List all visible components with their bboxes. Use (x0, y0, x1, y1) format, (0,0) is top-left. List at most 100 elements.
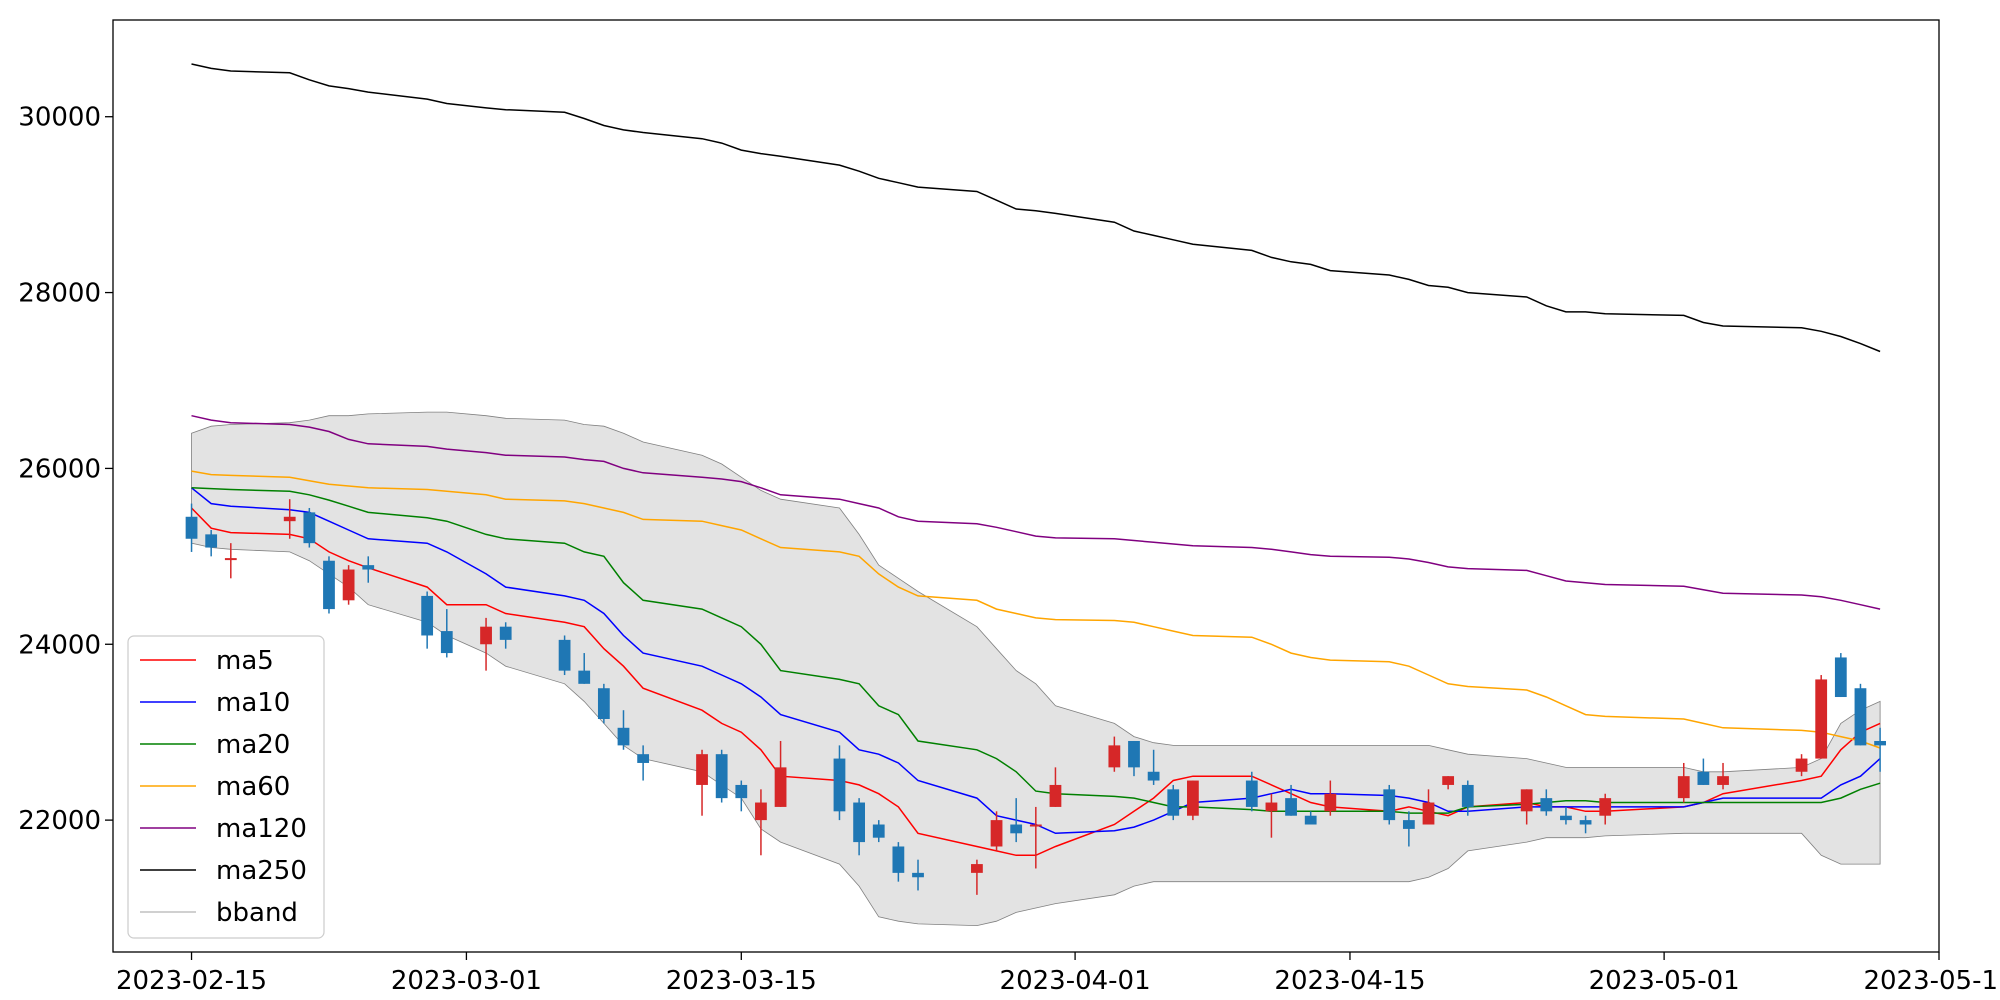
candle-body (1324, 793, 1337, 812)
candle (1579, 815, 1592, 834)
legend-label: ma5 (216, 646, 274, 676)
candle (1540, 789, 1553, 816)
candle-body (1854, 688, 1867, 746)
legend-label: ma60 (216, 772, 290, 802)
candle-body (1834, 657, 1847, 698)
legend-label: ma10 (216, 688, 290, 718)
candle-body (1442, 776, 1455, 785)
legend-item-ma60: ma60 (140, 772, 290, 802)
candle (617, 710, 630, 750)
candle (597, 683, 610, 724)
candle (1697, 758, 1710, 785)
candle (283, 499, 296, 539)
plot-area (185, 63, 1886, 927)
candle (1187, 780, 1199, 821)
x-tick-label: 2023-04-01 (1000, 966, 1151, 996)
candle (1010, 798, 1023, 843)
candle (833, 745, 846, 821)
candle (1795, 754, 1808, 777)
ma20-line (191, 487, 1881, 814)
candle (715, 749, 728, 803)
candle-body (1010, 824, 1023, 834)
legend-item-ma20: ma20 (140, 730, 290, 760)
candle-body (303, 512, 316, 544)
candle-body (715, 754, 728, 799)
candle (1599, 793, 1612, 825)
candle (303, 507, 316, 548)
legend-label: ma120 (216, 814, 307, 844)
candle (853, 798, 865, 856)
x-tick-label: 2023-05-15 (1863, 966, 2000, 996)
candle-body (224, 558, 237, 561)
candle-body (578, 670, 591, 684)
candle (774, 740, 787, 807)
candle-body (205, 534, 218, 548)
candle (735, 780, 748, 812)
candle-body (912, 872, 924, 878)
candle-body (1245, 780, 1258, 807)
candle (1677, 762, 1690, 803)
candle (499, 622, 512, 649)
candle-body (774, 767, 787, 807)
candle (440, 609, 453, 658)
candle-body (558, 639, 571, 671)
candle (912, 859, 924, 891)
candle-body (323, 560, 335, 610)
candle (1029, 806, 1042, 869)
candle-body (1560, 815, 1572, 821)
candle-body (1128, 740, 1140, 768)
candle (1854, 683, 1867, 746)
y-tick-label: 30000 (18, 103, 101, 133)
candle (1147, 749, 1160, 785)
candle (1520, 789, 1533, 825)
legend-item-ma120: ma120 (140, 814, 307, 844)
candle-body (696, 754, 708, 785)
candle (892, 842, 905, 882)
plot-frame (112, 19, 1940, 953)
candle (1560, 806, 1572, 825)
candle (421, 591, 434, 649)
candle-body (1049, 784, 1062, 807)
candle-body (1461, 784, 1474, 807)
candle-body (1874, 740, 1886, 746)
candle (1815, 675, 1828, 759)
candle (1108, 736, 1121, 772)
candle-body (421, 595, 434, 636)
candle (578, 653, 591, 684)
candle-body (1108, 745, 1121, 768)
candle (1422, 789, 1435, 825)
candle-body (853, 802, 865, 843)
candle (1128, 740, 1140, 777)
x-tick-label: 2023-03-01 (391, 966, 542, 996)
candle (205, 529, 218, 557)
candle (1402, 811, 1415, 847)
legend-item-ma5: ma5 (140, 646, 274, 676)
candle (990, 811, 1003, 851)
candle-body (1285, 798, 1297, 816)
legend: ma5 ma10 ma20 ma60 ma120 ma250 bband (127, 635, 325, 939)
candle-body (1795, 758, 1808, 772)
candle (971, 859, 983, 895)
candle-body (1402, 820, 1415, 829)
x-tick-label: 2023-02-15 (116, 966, 267, 996)
candle (362, 556, 375, 583)
candle-body (342, 569, 355, 601)
candle-body (185, 516, 198, 539)
legend-box (127, 635, 325, 939)
y-tick-label: 26000 (18, 454, 101, 484)
candle (1049, 767, 1062, 807)
axes: 2023-02-15 2023-03-01 2023-03-15 2023-04-01… (18, 103, 2000, 996)
candle (1265, 793, 1278, 838)
candle-body (1383, 789, 1396, 821)
candle (1324, 780, 1337, 816)
candle-body (892, 846, 905, 873)
candle (1874, 727, 1886, 772)
candle (1383, 784, 1396, 825)
ma250-line (191, 63, 1881, 353)
candle-body (597, 688, 610, 719)
candle (1461, 780, 1474, 816)
legend-item-bband: bband (140, 898, 298, 928)
candle-body (1540, 798, 1553, 812)
candle-body (1717, 776, 1729, 785)
candle (1285, 784, 1297, 816)
